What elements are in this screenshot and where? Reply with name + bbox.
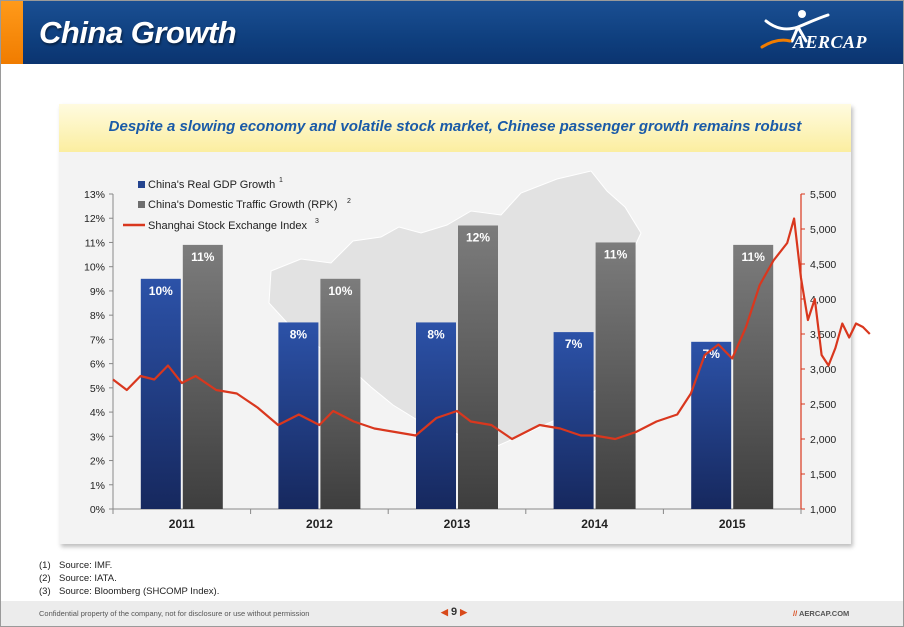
chart-subtitle: Despite a slowing economy and volatile s… [108, 118, 802, 135]
bar-data-label: 11% [604, 247, 628, 261]
footnotes: (1) Source: IMF. (2) Source: IATA. (3) Sour… [39, 559, 219, 598]
bar-data-label: 11% [742, 250, 766, 264]
y-tick-label-right: 1,500 [810, 469, 836, 481]
y-tick-label-right: 5,000 [810, 224, 836, 236]
footnote: (3) Source: Bloomberg (SHCOMP Index). [39, 586, 220, 597]
y-tick-label-left: 0% [90, 504, 105, 516]
chart: 0% 1% 2% 3% 4% 5% 6% 7% 8% 9% 10% 11% 12% 13% 1,000 1,5… [84, 170, 871, 531]
line-shanghai-index [112, 217, 871, 441]
confidential-notice: Confidential property of the company, no… [39, 609, 310, 618]
y-tick-label-right: 2,500 [810, 399, 836, 411]
y-tick-label-right: 3,500 [810, 329, 836, 341]
bar-rpk [733, 244, 774, 509]
y-tick-label-left: 12% [84, 213, 105, 225]
bar-gdp [416, 322, 456, 509]
x-tick-label: 2015 [719, 517, 746, 531]
y-tick-label-right: 5,500 [810, 189, 836, 201]
bar-gdp [553, 332, 594, 509]
logo-text: AERCAP [793, 32, 868, 52]
header-accent [1, 1, 23, 64]
page-title: China Growth [39, 15, 237, 50]
bar-rpk [320, 278, 361, 509]
y-tick-label-left: 13% [84, 189, 105, 201]
bar-rpk [182, 244, 223, 509]
bar-data-label: 11% [191, 250, 215, 264]
bar-rpk [595, 242, 636, 509]
y-tick-label-right: 2,000 [810, 434, 836, 446]
legend-label-gdp: China's Real GDP Growth [148, 179, 275, 191]
y-tick-label-left: 1% [90, 480, 105, 492]
footer-url: // AERCAP.COM [793, 609, 850, 618]
bar-rpk [458, 225, 498, 509]
subtitle-band [59, 104, 851, 152]
legend-label-rpk: China's Domestic Traffic Growth (RPK) [148, 199, 338, 211]
y-tick-label-left: 10% [84, 262, 105, 274]
bar-data-label: 8% [427, 327, 445, 341]
bar-data-label: 7% [565, 337, 583, 351]
prev-page-icon[interactable]: ◀ [441, 607, 448, 617]
bar-data-label: 10% [149, 284, 173, 298]
aercap-figure-logo-icon [760, 10, 830, 49]
y-tick-label-right: 4,000 [810, 294, 836, 306]
y-tick-label-left: 4% [90, 407, 105, 419]
x-tick-label: 2013 [444, 517, 471, 531]
y-tick-label-left: 5% [90, 383, 105, 395]
legend-swatch-rpk [138, 201, 145, 208]
footnote: (1) Source: IMF. [39, 560, 113, 571]
header-bar: China Growth [1, 1, 903, 64]
y-tick-label-right: 4,500 [810, 259, 836, 271]
y-tick-label-left: 2% [90, 456, 105, 468]
bar-data-label: 10% [328, 284, 352, 298]
y-tick-label-left: 8% [90, 310, 105, 322]
legend-swatch-gdp [138, 181, 145, 188]
footer-bar: Confidential property of the company, no… [1, 601, 903, 626]
bar-gdp [691, 341, 732, 509]
footnote: (2) Source: IATA. [39, 573, 117, 584]
y-tick-label-left: 6% [90, 359, 105, 371]
legend-label-index: Shanghai Stock Exchange Index [148, 220, 308, 232]
legend-sup-index: 3 [315, 218, 319, 225]
y-tick-label-left: 3% [90, 431, 105, 443]
next-page-icon[interactable]: ▶ [460, 607, 468, 617]
x-tick-label: 2014 [581, 517, 608, 531]
legend-sup-gdp: 1 [279, 177, 283, 184]
y-tick-label-right: 1,000 [810, 504, 836, 516]
bar-data-label: 12% [466, 231, 490, 245]
legend-sup-rpk: 2 [347, 198, 351, 205]
bar-data-label: 7% [703, 347, 721, 361]
bar-data-label: 8% [290, 327, 308, 341]
x-tick-label: 2012 [306, 517, 333, 531]
bar-gdp [140, 278, 181, 509]
y-tick-label-left: 11% [85, 237, 105, 249]
x-tick-label: 2011 [169, 517, 195, 531]
y-tick-label-right: 3,000 [810, 364, 836, 376]
y-tick-label-left: 7% [90, 334, 105, 346]
page-number: ◀ 9 ▶ [441, 606, 468, 618]
y-tick-label-left: 9% [90, 286, 105, 298]
